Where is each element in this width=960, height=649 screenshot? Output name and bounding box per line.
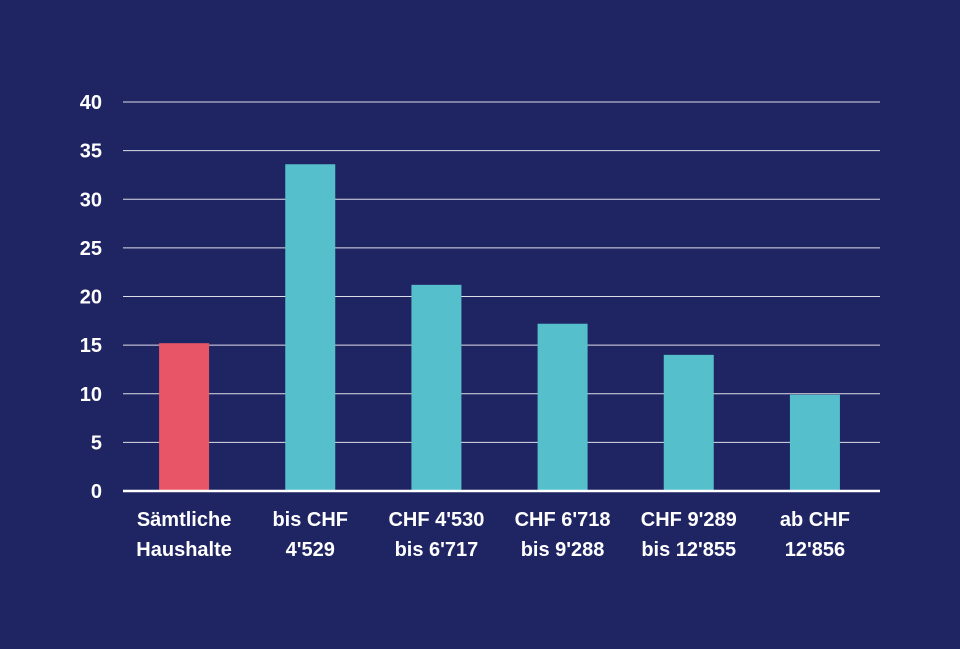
x-tick-label: bis 6'717 [395,539,479,561]
bar [663,354,714,491]
y-tick-label: 20 [80,287,102,309]
x-tick-label: bis 12'855 [641,539,736,561]
x-tick-label: bis 9'288 [521,539,605,561]
bar [537,323,588,491]
y-tick-label: 40 [80,92,102,114]
x-tick-label: CHF 9'289 [641,509,737,531]
y-tick-label: 0 [91,481,102,503]
bar [285,164,336,492]
bar [411,284,462,491]
y-tick-label: 5 [91,432,102,454]
y-tick-label: 15 [80,335,102,357]
x-tick-label: Sämtliche [137,509,231,531]
x-tick-label: CHF 4'530 [388,509,484,531]
y-tick-label: 30 [80,189,102,211]
x-tick-label: 12'856 [785,539,845,561]
bar [789,394,840,491]
y-tick-label: 10 [80,384,102,406]
x-tick-label: ab CHF [780,509,850,531]
y-tick-label: 35 [80,141,102,163]
x-tick-label: bis CHF [272,509,348,531]
x-tick-label: CHF 6'718 [515,509,611,531]
bar [159,343,210,491]
y-tick-label: 25 [80,238,102,260]
x-tick-label: 4'529 [286,539,335,561]
x-tick-label: Haushalte [136,539,232,561]
